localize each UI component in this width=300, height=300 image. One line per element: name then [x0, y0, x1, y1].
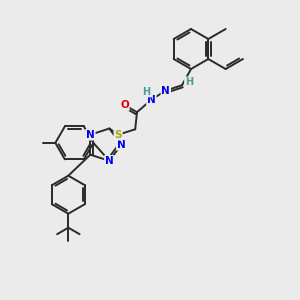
Text: S: S [114, 130, 122, 140]
Text: O: O [120, 100, 129, 110]
Text: N: N [105, 156, 114, 166]
Text: N: N [161, 85, 170, 96]
Text: N: N [86, 130, 95, 140]
Text: N: N [147, 94, 156, 105]
Text: H: H [142, 87, 151, 97]
Text: N: N [117, 140, 125, 150]
Text: H: H [185, 77, 193, 87]
